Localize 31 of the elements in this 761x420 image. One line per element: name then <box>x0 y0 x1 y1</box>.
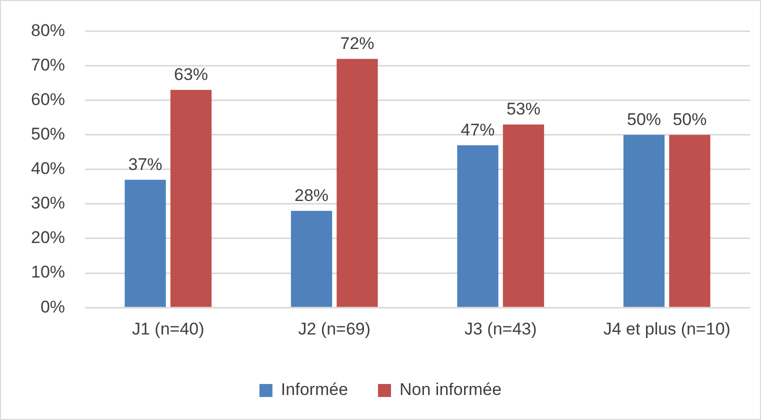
bar <box>623 134 665 307</box>
bar <box>669 134 710 307</box>
data-label: 50% <box>627 110 662 130</box>
data-label: 37% <box>128 154 162 174</box>
x-tick-label: J4 et plus (n=10) <box>603 319 730 338</box>
data-label: 63% <box>174 65 208 84</box>
data-label: 47% <box>460 120 495 140</box>
y-tick-label: 0% <box>40 297 66 316</box>
y-tick-label: 50% <box>30 124 66 144</box>
bar <box>170 90 212 307</box>
y-tick-label: 70% <box>30 55 66 74</box>
x-tick-label: J2 (n=69) <box>298 319 371 338</box>
data-label: 53% <box>506 100 541 119</box>
x-tick-label: J3 (n=43) <box>464 319 537 338</box>
bar <box>502 124 544 307</box>
data-label: 72% <box>340 34 374 54</box>
y-tick-label: 60% <box>30 90 66 109</box>
data-label: 50% <box>672 110 707 130</box>
y-tick-label: 20% <box>30 228 66 248</box>
x-tick-label: J1 (n=40) <box>132 319 204 338</box>
y-tick-label: 10% <box>30 262 66 282</box>
bar <box>290 210 332 307</box>
y-tick-label: 80% <box>30 20 66 40</box>
legend-label: Non informée <box>400 380 502 400</box>
data-label: 28% <box>294 186 329 206</box>
legend-label: Informée <box>280 380 348 400</box>
bar <box>457 145 498 307</box>
bar <box>124 180 166 307</box>
bar <box>336 58 378 307</box>
y-tick-label: 30% <box>30 194 66 213</box>
y-tick-label: 40% <box>30 159 66 178</box>
